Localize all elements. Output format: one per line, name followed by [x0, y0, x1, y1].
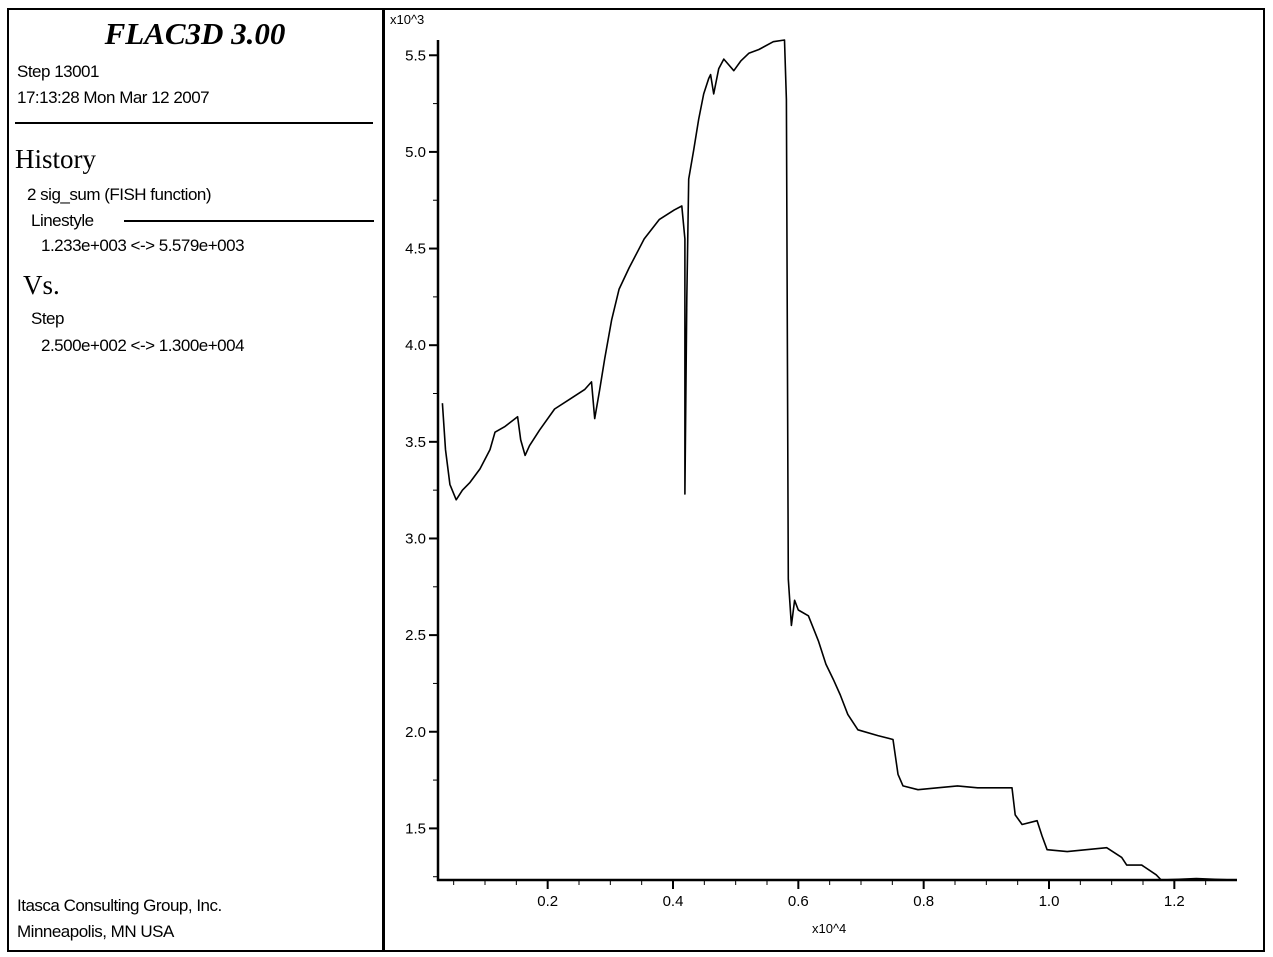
x-tick-label: 0.4: [663, 893, 684, 910]
x-variable: Step: [31, 309, 64, 328]
company-name: Itasca Consulting Group, Inc.: [17, 896, 222, 915]
vs-heading: Vs.: [23, 270, 60, 300]
plot-frame: [7, 8, 1265, 952]
x-tick-label: 1.2: [1164, 893, 1185, 910]
x-tick-label: 1.0: [1039, 893, 1060, 910]
history-heading: History: [15, 144, 96, 174]
linestyle-sample: [124, 220, 374, 222]
y-tick-label: 5.5: [405, 47, 426, 64]
y-tick-label: 2.5: [405, 627, 426, 644]
company-location: Minneapolis, MN USA: [17, 922, 174, 941]
x-tick-label: 0.8: [913, 893, 934, 910]
y-axis-multiplier: x10^3: [390, 12, 424, 27]
panel-divider: [382, 8, 385, 952]
header-divider: [15, 122, 373, 124]
sig-sum-history-line: [441, 39, 1234, 881]
linestyle-label: Linestyle: [31, 211, 94, 230]
y-tick-label: 2.0: [405, 724, 426, 741]
history-item: 2 sig_sum (FISH function): [27, 185, 212, 204]
y-range: 1.233e+003 <-> 5.579e+003: [41, 236, 245, 255]
y-tick-label: 4.0: [405, 337, 426, 354]
y-tick-label: 4.5: [405, 241, 426, 258]
y-tick-label: 3.0: [405, 530, 426, 547]
x-tick-label: 0.2: [537, 893, 558, 910]
app-title: FLAC3D 3.00: [104, 16, 286, 51]
y-tick-label: 3.5: [405, 434, 426, 451]
legend-panel: FLAC3D 3.00 Step 13001 17:13:28 Mon Mar …: [9, 10, 381, 948]
x-tick-label: 0.6: [788, 893, 809, 910]
step-count: Step 13001: [17, 62, 99, 81]
timestamp: 17:13:28 Mon Mar 12 2007: [17, 88, 210, 107]
x-axis-multiplier: x10^4: [812, 921, 846, 936]
y-tick-label: 1.5: [405, 820, 426, 837]
y-tick-label: 5.0: [405, 144, 426, 161]
x-range: 2.500e+002 <-> 1.300e+004: [41, 336, 245, 355]
